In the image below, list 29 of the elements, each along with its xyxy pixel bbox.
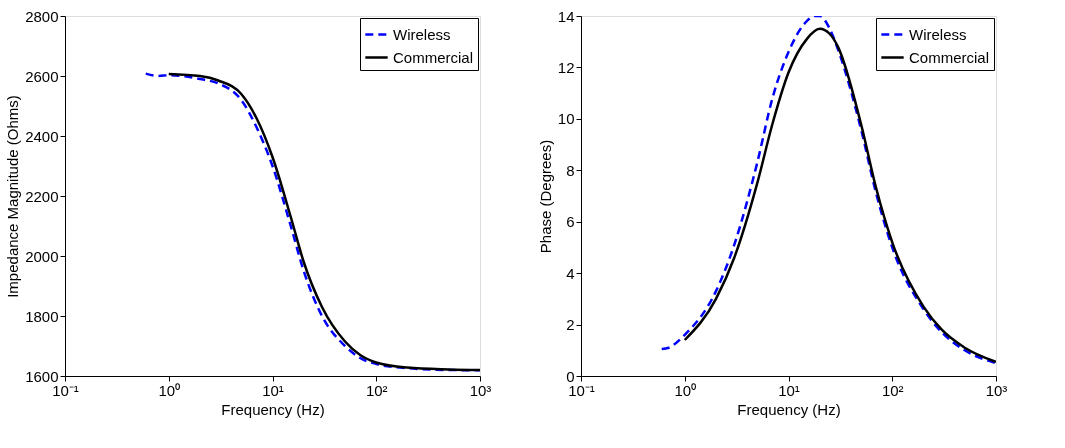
y-tick-label: 2 [566,316,575,334]
legend-label: Wireless [909,25,967,43]
y-tick-label: 2800 [25,7,59,25]
x-tick-label: 10⁰ [158,381,181,399]
y-tick-label: 2600 [25,67,59,85]
y-tick-label: 14 [557,7,575,25]
x-axis-title: Frequency (Hz) [221,400,325,418]
legend-label: Commercial [393,48,474,66]
x-tick-label: 10² [365,381,388,399]
y-tick-label: 12 [557,58,575,76]
legend-label: Commercial [909,48,990,66]
y-tick-label: 10 [557,110,575,128]
x-tick-label: 10¹ [262,381,284,399]
legend-label: Wireless [393,25,451,43]
y-tick-label: 1800 [25,307,59,325]
y-tick-label: 4 [566,264,575,282]
x-tick-label: 10¹ [778,381,800,399]
x-tick-label: 10⁰ [674,381,697,399]
x-tick-label: 10³ [469,381,492,399]
y-tick-label: 2400 [25,127,59,145]
y-axis-title: Impedance Magnitude (Ohms) [4,95,22,298]
y-axis-title: Phase (Degrees) [536,139,554,254]
y-tick-label: 2200 [25,187,59,205]
y-tick-label: 8 [566,161,575,179]
y-tick-label: 2000 [25,247,59,265]
x-tick-label: 10² [881,381,904,399]
x-tick-label: 10³ [985,381,1008,399]
x-axis-title: Frequency (Hz) [737,400,841,418]
y-tick-label: 6 [566,213,575,231]
